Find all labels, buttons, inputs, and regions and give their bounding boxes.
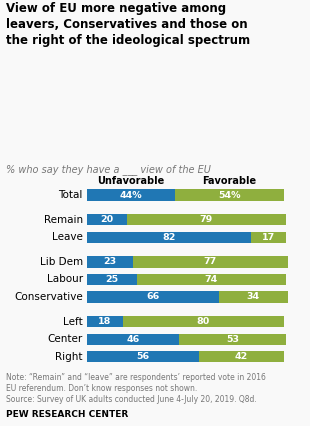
Text: 82: 82 [162, 233, 176, 242]
Text: 66: 66 [146, 293, 160, 302]
Text: Leave: Leave [52, 232, 83, 242]
Text: 23: 23 [103, 257, 117, 267]
Text: 42: 42 [235, 352, 248, 361]
Bar [179, 334, 286, 345]
Text: Total: Total [58, 190, 83, 200]
Text: PEW RESEARCH CENTER: PEW RESEARCH CENTER [6, 410, 128, 419]
Text: % who say they have a ___ view of the EU: % who say they have a ___ view of the EU [6, 164, 211, 175]
Text: Left: Left [63, 317, 83, 327]
Bar [219, 291, 288, 302]
Bar [87, 351, 199, 363]
Text: Conservative: Conservative [14, 292, 83, 302]
Text: 79: 79 [200, 215, 213, 224]
Bar [123, 316, 284, 327]
Bar [87, 291, 219, 302]
Bar [137, 274, 286, 285]
Text: 80: 80 [197, 317, 210, 326]
Text: Center: Center [47, 334, 83, 344]
Bar [87, 214, 127, 225]
Text: 46: 46 [126, 335, 140, 344]
Bar [87, 256, 133, 268]
Text: 20: 20 [100, 215, 113, 224]
Text: 18: 18 [98, 317, 112, 326]
Text: 25: 25 [105, 275, 118, 284]
Bar [251, 232, 286, 243]
Text: 53: 53 [226, 335, 239, 344]
Bar [133, 256, 288, 268]
Text: Labour: Labour [47, 274, 83, 285]
Bar [199, 351, 284, 363]
Text: 34: 34 [247, 293, 260, 302]
Text: 74: 74 [205, 275, 218, 284]
Text: 77: 77 [204, 257, 217, 267]
Text: 56: 56 [136, 352, 150, 361]
Bar [87, 274, 137, 285]
Text: Right: Right [55, 352, 83, 362]
Bar [127, 214, 286, 225]
Text: Favorable: Favorable [202, 176, 256, 186]
Bar [175, 190, 284, 201]
Text: Lib Dem: Lib Dem [40, 257, 83, 267]
Text: View of EU more negative among
leavers, Conservatives and those on
the right of : View of EU more negative among leavers, … [6, 2, 250, 47]
Bar [87, 316, 123, 327]
Text: Remain: Remain [44, 215, 83, 225]
Text: 17: 17 [262, 233, 275, 242]
Text: Note: “Remain” and “leave” are respondents’ reported vote in 2016
EU referendum.: Note: “Remain” and “leave” are responden… [6, 373, 266, 404]
Bar [87, 190, 175, 201]
Bar [87, 232, 251, 243]
Text: 44%: 44% [120, 190, 142, 199]
Bar [87, 334, 179, 345]
Text: Unfavorable: Unfavorable [97, 176, 165, 186]
Text: 54%: 54% [218, 190, 241, 199]
